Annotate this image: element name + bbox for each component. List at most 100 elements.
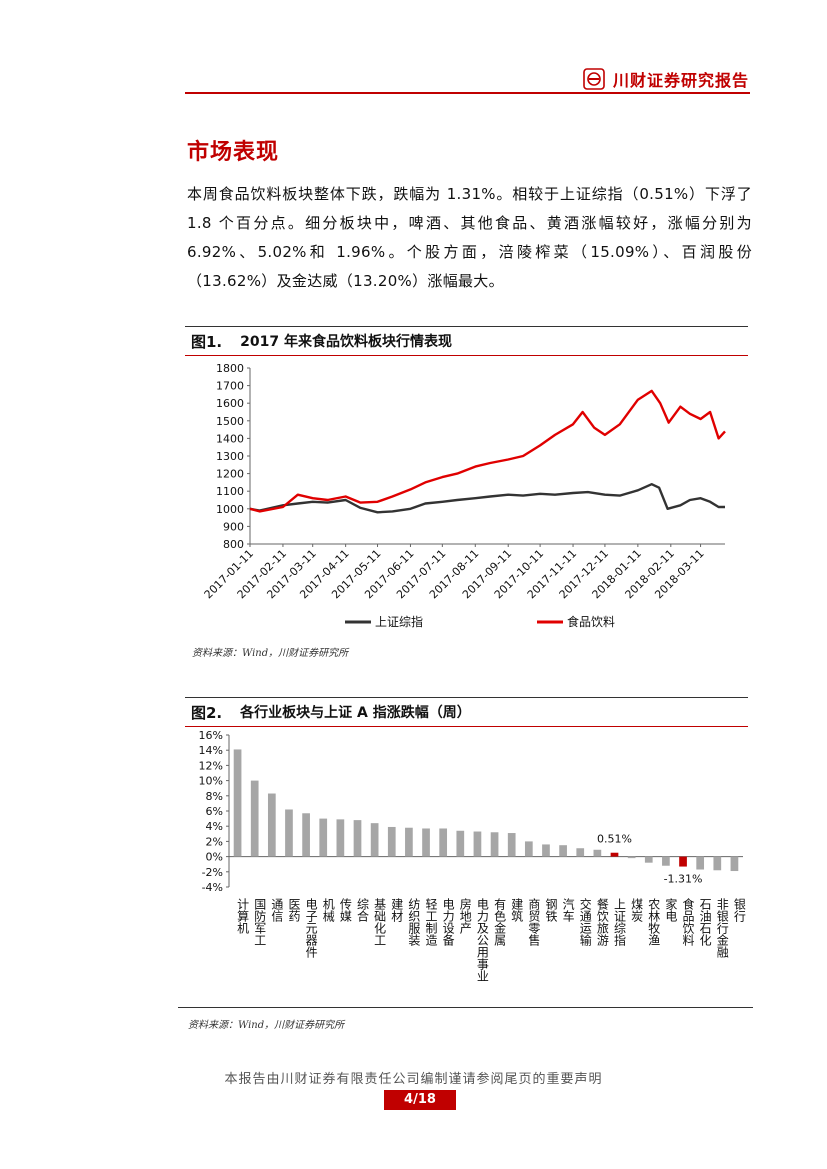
- y-tick-label: 4%: [206, 820, 223, 833]
- bar: [319, 818, 328, 857]
- figure2-title: 各行业板块与上证 A 指涨跌幅（周）: [240, 705, 471, 721]
- bar: [456, 830, 465, 857]
- y-tick-label: 16%: [199, 729, 223, 742]
- category-label: 非银行金融: [715, 898, 729, 959]
- y-tick-label: 0%: [206, 851, 223, 864]
- category-label: 轻工制造: [424, 898, 438, 946]
- figure1-title: 2017 年来食品饮料板块行情表现: [240, 334, 452, 350]
- brand-name: 川财证券研究报告: [612, 71, 749, 90]
- y-tick-label: 14%: [199, 744, 223, 757]
- y-tick-label: 1100: [216, 485, 244, 498]
- y-tick-label: -4%: [202, 881, 223, 894]
- y-tick-label: 1300: [216, 450, 244, 463]
- bar: [627, 856, 636, 859]
- legend-label: 上证综指: [375, 614, 423, 629]
- category-label: 银行: [732, 898, 746, 922]
- legend-label: 食品饮料: [567, 614, 615, 629]
- industry-weekly-change-bar-chart: 16%14%12%10%8%6%4%2%0%-2%-4%计算机 国防军工 通信 医药电…: [199, 729, 747, 982]
- category-label: 餐饮旅游: [595, 897, 609, 946]
- market-summary-paragraph: 本周食品饮料板块整体下跌，跌幅为 1.31%。相较于上证综指（0.51%）下浮了…: [187, 185, 752, 290]
- y-tick-label: 8%: [206, 790, 223, 803]
- y-tick-label: 900: [223, 520, 244, 533]
- category-label: 建材: [390, 898, 404, 922]
- category-label: 医药: [287, 898, 301, 922]
- bar: [696, 856, 705, 870]
- category-label: 基础化工: [373, 898, 387, 946]
- bar: [285, 809, 293, 857]
- category-label: 家电: [664, 897, 678, 922]
- bar: [387, 826, 396, 857]
- y-tick-label: 1800: [216, 362, 244, 375]
- bar: [713, 856, 722, 871]
- category-label: 农林牧渔: [647, 898, 661, 946]
- bar: [336, 819, 345, 857]
- y-tick-label: 6%: [206, 805, 223, 818]
- category-label: 交通运输: [578, 897, 592, 947]
- bar: [439, 828, 448, 857]
- figure1-source: 资料来源：Wind，川财证券研究所: [192, 648, 349, 659]
- bar: [644, 856, 653, 863]
- bar: [679, 856, 687, 867]
- y-tick-label: 1500: [216, 415, 244, 428]
- category-label: 传媒: [338, 897, 352, 922]
- header-divider: [185, 92, 750, 94]
- category-label: 电力及公用事业: [475, 898, 489, 982]
- figure1-header: 图1. 2017 年来食品饮料板块行情表现: [185, 326, 748, 356]
- category-label: 食品饮料: [681, 897, 695, 946]
- bar: [233, 749, 242, 857]
- y-tick-label: 2%: [206, 835, 223, 848]
- bar: [524, 841, 533, 857]
- y-tick-label: 12%: [199, 759, 223, 772]
- series-line-food-beverage: [249, 389, 726, 513]
- bar: [542, 844, 550, 857]
- category-label: 纺织服装: [407, 898, 421, 947]
- category-label: 商贸零售: [527, 897, 541, 946]
- y-tick-label: 1700: [216, 380, 244, 393]
- bar: [267, 793, 276, 857]
- category-label: 石油石化: [698, 898, 712, 947]
- y-tick-label: -2%: [202, 866, 223, 879]
- category-label: 国防军工: [253, 898, 267, 946]
- page-number: 4/18: [384, 1090, 456, 1110]
- category-label: 汽车: [561, 897, 575, 923]
- figure2-source: 资料来源：Wind，川财证券研究所: [188, 1020, 345, 1031]
- category-label: 电子元器件: [304, 898, 318, 958]
- report-brand: 川财证券研究报告: [583, 66, 749, 92]
- y-tick-label: 1600: [216, 397, 244, 410]
- bar: [559, 845, 567, 857]
- figure2-bottom-divider: [178, 1007, 753, 1008]
- figure2-header: 图2. 各行业板块与上证 A 指涨跌幅（周）: [185, 697, 748, 727]
- category-label: 建筑: [510, 898, 524, 922]
- data-label: -1.31%: [664, 873, 703, 886]
- section-title: 市场表现: [187, 139, 280, 165]
- figure2-label: 图2.: [191, 703, 223, 722]
- bar: [422, 828, 430, 857]
- series-line-shanghai-composite: [249, 482, 725, 514]
- bar: [490, 832, 499, 857]
- category-label: 房地产: [458, 897, 472, 935]
- bar: [610, 852, 619, 857]
- category-label: 通信: [270, 898, 284, 923]
- bar: [473, 831, 482, 857]
- category-label: 机械: [321, 898, 335, 922]
- category-label: 有色金属: [493, 898, 507, 947]
- lantern-logo-icon: [583, 68, 605, 90]
- figure1-label: 图1.: [191, 332, 223, 351]
- disclaimer-footer: 本报告由川财证券有限责任公司编制谨请参阅尾页的重要声明: [224, 1072, 603, 1087]
- sector-trend-line-chart: 800 900 1000 1100 1200 1300 1400 1500 1600 1700 18…: [202, 362, 726, 629]
- bar: [593, 849, 602, 857]
- bar: [250, 780, 259, 857]
- category-label: 上证综指: [613, 898, 627, 947]
- bar: [576, 848, 585, 857]
- category-label: 电力设备: [441, 898, 455, 947]
- bar: [353, 820, 362, 857]
- category-label: 计算机: [236, 898, 250, 934]
- bar: [370, 823, 379, 857]
- y-tick-label: 10%: [199, 775, 223, 788]
- y-tick-label: 1400: [216, 432, 244, 445]
- category-label: 综合: [356, 898, 370, 922]
- bar: [302, 813, 310, 857]
- category-label: 钢铁: [544, 898, 558, 922]
- data-label: 0.51%: [597, 833, 632, 846]
- y-tick-label: 1200: [216, 468, 244, 481]
